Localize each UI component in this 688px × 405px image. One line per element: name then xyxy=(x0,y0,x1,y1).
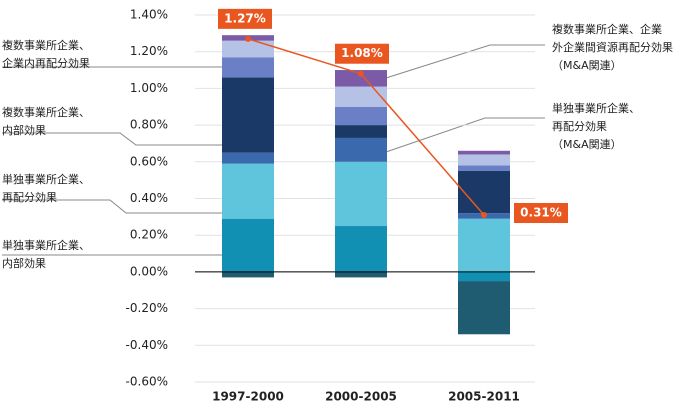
x-tick-label: 2000-2005 xyxy=(325,390,397,404)
series-annotation: 複数事業所企業、 企業内再配分効果 xyxy=(2,39,90,70)
bar-segment xyxy=(335,86,387,107)
total-label-box xyxy=(218,8,272,29)
bar-segment xyxy=(458,165,510,171)
y-tick-label: 0.80% xyxy=(130,118,168,132)
bar-segment xyxy=(335,226,387,272)
total-label: 0.31% xyxy=(520,206,562,220)
bar-segment xyxy=(222,271,274,278)
series-annotation: 複数事業所企業、企業 外企業間資源再配分効果 （M&A関連） xyxy=(552,23,673,72)
series-annotation: 単独事業所企業、 再配分効果 （M&A関連） xyxy=(552,102,640,151)
bar-segment xyxy=(222,57,274,78)
total-point xyxy=(481,212,487,219)
total-point xyxy=(245,35,251,42)
bar-segment xyxy=(458,150,510,155)
bar-segment xyxy=(222,77,274,153)
series-annotation: 単独事業所企業、 再配分効果 xyxy=(2,173,90,204)
bar-segment xyxy=(335,271,387,278)
y-tick-label: 0.20% xyxy=(130,228,168,242)
y-tick-label: 1.20% xyxy=(130,44,168,58)
x-tick-label: 2005-2011 xyxy=(448,390,520,404)
total-label: 1.27% xyxy=(224,11,266,25)
y-tick-label: 0.00% xyxy=(130,264,168,278)
bar-segment xyxy=(335,70,387,87)
total-label: 1.08% xyxy=(341,46,383,60)
y-tick-label: -0.40% xyxy=(126,338,168,352)
y-tick-label: 0.40% xyxy=(130,191,168,205)
bar-segment xyxy=(222,152,274,164)
series-annotation: 単独事業所企業、 内部効果 xyxy=(2,239,90,270)
total-point xyxy=(358,70,364,77)
y-tick-label: -0.60% xyxy=(126,375,168,389)
total-label-box xyxy=(335,43,389,64)
bar-segment xyxy=(458,170,510,214)
bar-segment xyxy=(458,154,510,166)
bar-segment xyxy=(335,137,387,162)
x-tick-label: 1997-2000 xyxy=(212,390,284,404)
y-tick-label: 0.60% xyxy=(130,154,168,168)
bar-segment xyxy=(222,218,274,272)
total-label-box xyxy=(514,203,568,224)
y-tick-label: 1.00% xyxy=(130,81,168,95)
bar-segment xyxy=(335,125,387,138)
y-tick-label: -0.20% xyxy=(126,301,168,315)
bar-segment xyxy=(222,40,274,58)
bar-segment xyxy=(458,281,510,335)
bar-segment xyxy=(222,163,274,219)
bar-segment xyxy=(335,161,387,227)
y-tick-label: 1.40% xyxy=(130,8,168,22)
series-annotation: 複数事業所企業、 内部効果 xyxy=(2,106,90,137)
bar-segment xyxy=(335,106,387,126)
bar-segment xyxy=(458,271,510,282)
bar-segment xyxy=(458,218,510,272)
